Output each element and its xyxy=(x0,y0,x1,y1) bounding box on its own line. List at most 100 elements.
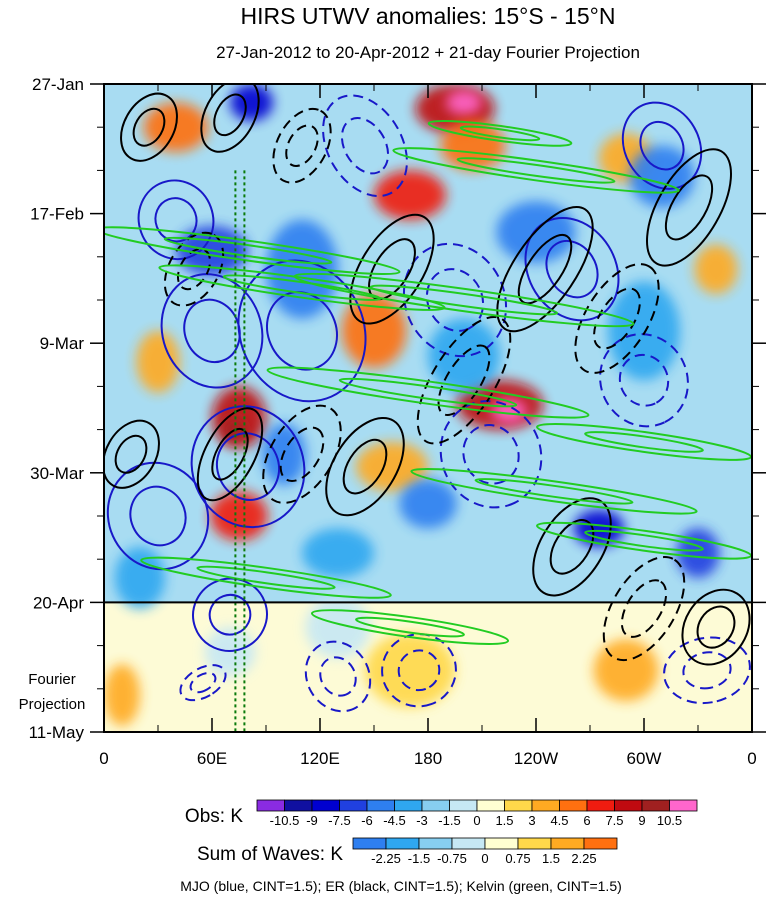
waves-legend-label: Sum of Waves: K xyxy=(197,844,343,865)
mjo-contour xyxy=(639,120,685,171)
legend-swatch xyxy=(550,837,585,850)
y-tick-label: 20-Apr xyxy=(33,593,84,612)
er-contour xyxy=(342,438,388,495)
mjo-contour xyxy=(189,671,217,694)
legend-swatch xyxy=(559,799,588,812)
legend-swatch xyxy=(385,837,420,850)
legend-tick-label: -1.5 xyxy=(438,813,460,828)
er-contour xyxy=(325,417,405,517)
x-tick-label: 0 xyxy=(747,749,756,768)
plot-area xyxy=(104,84,752,732)
er-contour xyxy=(574,263,660,374)
x-tick-label: 120W xyxy=(514,749,558,768)
er-contour xyxy=(211,427,249,481)
er-contour xyxy=(196,407,264,502)
anomaly-patch xyxy=(114,546,166,609)
kelvin-contour xyxy=(196,565,336,590)
legend-swatch xyxy=(476,799,505,812)
er-contours xyxy=(104,84,751,666)
mjo-contour xyxy=(397,649,441,692)
er-contour xyxy=(262,404,342,504)
mjo-contour xyxy=(545,239,599,299)
legend-tick-label: -0.75 xyxy=(437,851,467,866)
waves-legend: -2.25 -1.5 -0.75 0 0.75 1.5 2.25 xyxy=(352,837,618,866)
mjo-contour xyxy=(304,640,372,713)
x-tick-label: 60E xyxy=(197,749,227,768)
anomaly-patch xyxy=(374,170,446,220)
y-tick-label: 17-Feb xyxy=(30,205,84,224)
legend-swatch xyxy=(339,799,368,812)
mjo-contour xyxy=(129,485,187,547)
mjo-contour xyxy=(682,651,732,690)
legend-tick-label: -4.5 xyxy=(383,813,405,828)
y-tick-label: 9-Mar xyxy=(40,334,85,353)
er-contour xyxy=(517,233,573,305)
er-contour xyxy=(104,419,160,489)
reference-lines xyxy=(234,170,246,732)
anomaly-patch xyxy=(104,664,140,726)
er-contour xyxy=(437,344,491,416)
legend-tick-label: -6 xyxy=(361,813,373,828)
legend-tick-label: 9 xyxy=(638,813,645,828)
legend-swatch xyxy=(504,799,533,812)
anomaly-patch xyxy=(341,293,407,368)
x-tick-label: 180 xyxy=(414,749,442,768)
legend-tick-label: 7.5 xyxy=(605,813,623,828)
mjo-contour xyxy=(322,94,408,198)
er-contour xyxy=(285,124,319,167)
mjo-contour xyxy=(137,179,215,261)
x-axis: 0 60E 120E 180 120W 60W 0 xyxy=(99,84,757,768)
mjo-contour xyxy=(190,405,306,529)
y-tick-label: 11-May xyxy=(29,723,85,742)
mjo-contour xyxy=(402,242,508,358)
kelvin-contour xyxy=(410,468,698,515)
chart-subtitle: 27-Jan-2012 to 20-Apr-2012 + 21-day Four… xyxy=(216,43,640,62)
legend-tick-label: 6 xyxy=(583,813,590,828)
legend-swatch xyxy=(641,799,670,812)
kelvin-contour xyxy=(536,521,752,560)
mjo-contour xyxy=(208,593,252,636)
y-tick-label: 30-Mar xyxy=(30,464,84,483)
kelvin-contour xyxy=(474,478,634,505)
anomaly-patch xyxy=(573,509,625,547)
mjo-contour xyxy=(439,400,543,509)
legend-tick-label: 1.5 xyxy=(495,813,513,828)
legend-tick-label: -7.5 xyxy=(328,813,350,828)
er-contour xyxy=(696,605,736,649)
anomaly-patch xyxy=(365,633,455,708)
er-contour xyxy=(602,556,686,662)
legend-tick-label: -1.5 xyxy=(408,851,430,866)
anomaly-patch xyxy=(399,478,457,529)
kelvin-contour xyxy=(536,423,752,461)
mjo-contour xyxy=(663,636,751,705)
kelvin-contour xyxy=(392,147,680,194)
legend-swatch xyxy=(517,837,552,850)
chart-title: HIRS UTWV anomalies: 15°S - 15°N xyxy=(240,3,615,29)
legend-swatch xyxy=(284,799,313,812)
kelvin-contour xyxy=(456,157,616,184)
legend-swatch xyxy=(614,799,643,812)
mjo-contour xyxy=(425,268,485,332)
er-contour xyxy=(213,93,247,137)
legend-tick-label: -2.25 xyxy=(371,851,401,866)
legend-swatch xyxy=(586,799,615,812)
er-contour xyxy=(349,213,435,325)
kelvin-contour xyxy=(266,366,590,419)
er-contour xyxy=(120,92,178,162)
anomaly-patch xyxy=(608,281,680,381)
anomaly-patch xyxy=(266,219,338,319)
legend-tick-label: 3 xyxy=(528,813,535,828)
legend-tick-label: -3 xyxy=(416,813,428,828)
anomaly-shading xyxy=(104,84,738,726)
er-contour xyxy=(593,287,641,350)
kelvin-contour xyxy=(355,616,465,638)
mjo-contour xyxy=(160,273,264,389)
anomaly-patch xyxy=(491,398,527,424)
legend-tick-label: 1.5 xyxy=(542,851,560,866)
er-contour xyxy=(279,426,325,483)
mjo-contour xyxy=(179,664,227,702)
er-contour xyxy=(132,107,166,147)
legend-tick-label: 0 xyxy=(481,851,488,866)
obs-legend-label: Obs: K xyxy=(185,806,243,827)
legend-swatch xyxy=(484,837,519,850)
